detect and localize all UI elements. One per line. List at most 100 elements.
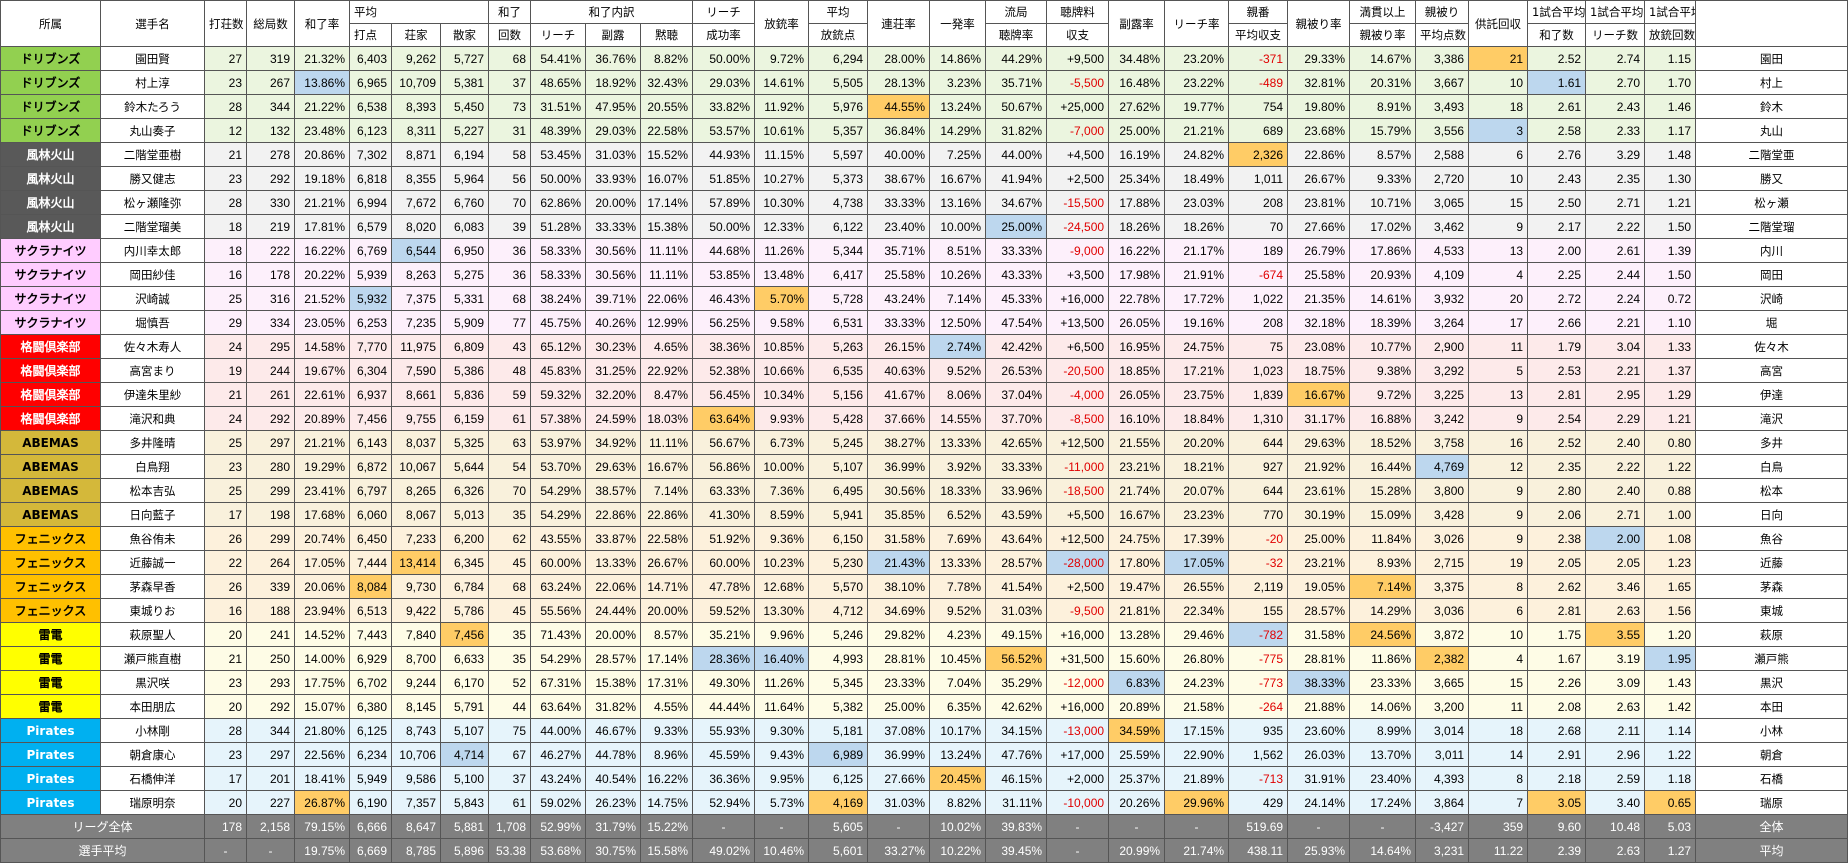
- stat-cell: 22.58%: [640, 526, 694, 551]
- stat-cell: 41.54%: [985, 574, 1048, 599]
- stat-cell: 17.24%: [1349, 790, 1417, 815]
- stat-cell: 4,169: [808, 790, 869, 815]
- stat-cell: 25.37%: [1108, 766, 1166, 791]
- header-average-2: 平均: [808, 0, 869, 24]
- stat-cell: 56.86%: [692, 454, 756, 479]
- stat-cell: 42.42%: [985, 334, 1048, 359]
- stat-cell: 1.33: [1644, 334, 1697, 359]
- stat-cell: 59: [488, 382, 532, 407]
- stat-cell: 689: [1228, 118, 1289, 143]
- stat-cell: 754: [1228, 94, 1289, 119]
- stat-cell: 63.24%: [530, 574, 587, 599]
- stat-cell: 45.83%: [530, 358, 587, 383]
- stat-cell: 17.98%: [1108, 262, 1166, 287]
- footer-stat-cell: 19.75%: [294, 838, 350, 863]
- stat-cell: 34.92%: [585, 430, 642, 455]
- stat-cell: 10.71%: [1349, 190, 1417, 215]
- stat-cell: 3.05: [1527, 790, 1587, 815]
- stat-cell: 1.18: [1644, 766, 1697, 791]
- stat-cell: 10.30%: [754, 190, 810, 215]
- stat-cell: 21.32%: [294, 46, 350, 71]
- stat-cell: 6,403: [349, 46, 392, 71]
- footer-stat-cell: 10.02%: [929, 814, 987, 839]
- stat-cell: 21.81%: [1108, 598, 1166, 623]
- stat-cell: 11,975: [391, 334, 441, 359]
- player-short-name-cell: 松ヶ瀬: [1695, 190, 1848, 215]
- stat-cell: 8,871: [391, 142, 441, 167]
- stat-cell: 40.54%: [585, 766, 642, 791]
- table-body: ドリブンズ 園田賢 27 319 21.32% 6,403 9,262 5,727 68 54.4…: [0, 46, 1848, 863]
- header-average: 平均: [348, 0, 490, 24]
- stat-cell: 46.67%: [585, 718, 642, 743]
- stat-cell: 18.75%: [1287, 358, 1351, 383]
- stat-cell: 2.52: [1527, 46, 1587, 71]
- stat-cell: 36.84%: [867, 118, 931, 143]
- stat-cell: 44.29%: [985, 46, 1048, 71]
- stat-cell: 6,060: [349, 502, 392, 527]
- stat-cell: 14.71%: [640, 574, 694, 599]
- player-short-name-cell: 白鳥: [1695, 454, 1848, 479]
- stat-cell: 21.55%: [1108, 430, 1166, 455]
- player-name-cell: 多井隆晴: [100, 430, 205, 455]
- stat-cell: 1.17: [1644, 118, 1697, 143]
- stat-cell: 33.96%: [985, 478, 1048, 503]
- stat-cell: +2,500: [1046, 574, 1110, 599]
- stat-cell: 0.80: [1644, 430, 1697, 455]
- stat-cell: 48.39%: [530, 118, 587, 143]
- stat-cell: 2.26: [1527, 670, 1587, 695]
- stat-cell: 22.34%: [1164, 598, 1230, 623]
- stat-cell: 22.86%: [585, 502, 642, 527]
- player-name-cell: 二階堂瑠美: [100, 214, 205, 239]
- stat-cell: 4,738: [808, 190, 869, 215]
- stat-cell: 319: [246, 46, 295, 71]
- footer-stat-cell: 6,666: [349, 814, 392, 839]
- stat-cell: 17.68%: [294, 502, 350, 527]
- table-row: 格闘倶楽部 伊達朱里紗 21 261 22.61% 6,937 8,661 5,836 59 59…: [0, 382, 1848, 407]
- stat-cell: 29: [204, 310, 247, 335]
- stat-cell: 3.19: [1585, 646, 1646, 671]
- stat-cell: 47.78%: [692, 574, 756, 599]
- table-row: サクラナイツ 沢崎誠 25 316 21.52% 5,932 7,375 5,331 68 38.…: [0, 286, 1848, 311]
- stat-cell: 16: [204, 262, 247, 287]
- stat-cell: 18.92%: [585, 70, 642, 95]
- stat-cell: 33.33%: [985, 454, 1048, 479]
- stat-cell: 21.80%: [294, 718, 350, 743]
- stat-cell: 27: [204, 46, 247, 71]
- stat-cell: 5,644: [439, 454, 490, 479]
- player-short-name-cell: 鈴木: [1695, 94, 1848, 119]
- stat-cell: 28.00%: [867, 46, 931, 71]
- stat-cell: 1.08: [1644, 526, 1697, 551]
- player-name-cell: 園田賢: [100, 46, 205, 71]
- stat-cell: 9.43%: [754, 742, 810, 767]
- table-row: フェニックス 近藤誠一 22 264 17.05% 7,444 13,414 6,345 45 6…: [0, 550, 1848, 575]
- stat-cell: 23.08%: [1287, 334, 1351, 359]
- stat-cell: 7,233: [391, 526, 441, 551]
- stat-cell: 0.72: [1644, 286, 1697, 311]
- footer-stat-cell: -: [246, 838, 295, 863]
- stat-cell: 8,067: [391, 502, 441, 527]
- stat-cell: 16.88%: [1349, 406, 1417, 431]
- stat-cell: +31,500: [1046, 646, 1110, 671]
- stat-cell: 23: [204, 70, 247, 95]
- stat-cell: 31.11%: [985, 790, 1048, 815]
- stat-cell: 25: [204, 430, 247, 455]
- table-row: フェニックス 東城りお 16 188 23.94% 6,513 9,422 5,786 45 55…: [0, 598, 1848, 623]
- stat-cell: 23.41%: [294, 478, 350, 503]
- stat-cell: 10.85%: [754, 334, 810, 359]
- stat-cell: 23.81%: [1287, 190, 1351, 215]
- footer-stat-cell: 3,231: [1415, 838, 1470, 863]
- stat-cell: 198: [246, 502, 295, 527]
- stat-cell: 29.03%: [692, 70, 756, 95]
- stat-cell: 7.69%: [929, 526, 987, 551]
- stat-cell: 31.58%: [867, 526, 931, 551]
- stat-cell: 24.59%: [585, 406, 642, 431]
- player-short-name-cell: 佐々木: [1695, 334, 1848, 359]
- team-cell: ドリブンズ: [0, 118, 101, 143]
- stat-cell: 8.96%: [640, 742, 694, 767]
- stat-cell: 57.38%: [530, 406, 587, 431]
- stat-cell: 35.29%: [985, 670, 1048, 695]
- stat-cell: 17: [204, 502, 247, 527]
- stat-cell: 2.00: [1585, 526, 1646, 551]
- stat-cell: 14.58%: [294, 334, 350, 359]
